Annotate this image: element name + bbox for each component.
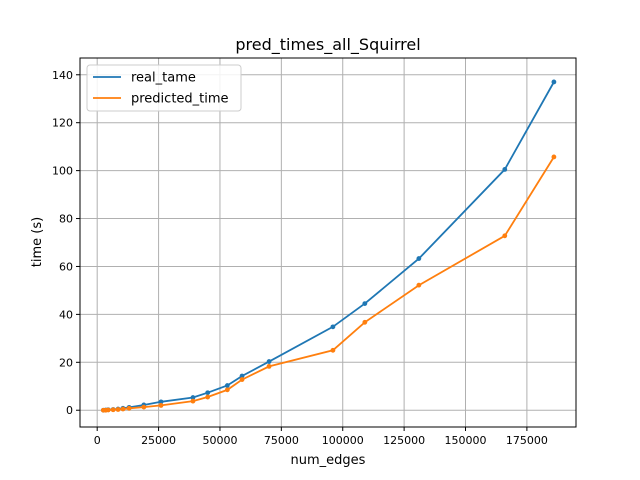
data-point-real_tame <box>190 395 196 400</box>
data-point-predicted_time <box>502 233 508 239</box>
x-axis-label: num_edges <box>291 453 366 468</box>
data-point-real_tame <box>205 390 211 396</box>
data-point-real_tame <box>330 324 336 330</box>
y-tick-label: 20 <box>59 356 73 369</box>
series-line-predicted_time <box>103 156 555 412</box>
data-point-predicted_time <box>330 347 336 353</box>
data-point-predicted_time <box>105 407 111 413</box>
chart-title: pred_times_all_Squirrel <box>235 35 420 55</box>
x-tick-label: 75000 <box>264 434 299 447</box>
x-tick-label: 25000 <box>141 434 176 447</box>
legend: real_tame predicted_time <box>86 64 242 112</box>
data-point-predicted_time <box>115 407 121 412</box>
legend-label-predicted_time: predicted_time <box>131 92 229 107</box>
data-point-real_tame <box>362 301 368 307</box>
x-tick-label: 0 <box>94 434 101 447</box>
x-tick-label: 100000 <box>322 434 364 447</box>
data-point-predicted_time <box>224 387 230 393</box>
legend-box <box>86 64 242 112</box>
data-point-real_tame <box>158 399 164 405</box>
legend-label-real_tame: real_tame <box>131 71 196 86</box>
data-point-predicted_time <box>362 319 368 325</box>
data-point-real_tame <box>239 373 245 379</box>
y-tick-label: 60 <box>59 260 73 273</box>
x-tick-label: 175000 <box>506 434 548 447</box>
data-point-real_tame <box>224 383 230 388</box>
data-point-predicted_time <box>266 363 272 369</box>
data-point-predicted_time <box>120 406 126 412</box>
x-axis-ticks: 0 25000 50000 75000 100000 125000 150000 175000 <box>94 427 548 447</box>
data-point-predicted_time <box>205 394 211 400</box>
grid-lines <box>80 58 576 427</box>
data-point-predicted_time <box>158 403 164 408</box>
data-point-real_tame <box>502 167 508 172</box>
data-point-predicted_time <box>416 282 422 288</box>
data-point-predicted_time <box>110 407 116 413</box>
y-axis-label: time (s) <box>30 217 45 267</box>
data-point-real_tame <box>266 359 272 364</box>
data-point-predicted_time <box>141 404 147 410</box>
y-tick-label: 80 <box>59 213 73 226</box>
x-tick-label: 125000 <box>383 434 425 447</box>
series-layer <box>100 79 557 413</box>
data-point-predicted_time <box>551 154 557 160</box>
data-point-real_tame <box>416 256 422 261</box>
data-point-real_tame <box>551 79 557 85</box>
y-axis-ticks: 0 20 40 60 80 100 120 140 <box>52 69 80 417</box>
data-point-predicted_time <box>126 405 132 411</box>
y-tick-label: 140 <box>52 69 73 82</box>
y-tick-label: 40 <box>59 308 73 321</box>
plot-frame <box>79 57 577 428</box>
x-tick-label: 50000 <box>202 434 237 447</box>
data-point-predicted_time <box>190 398 196 404</box>
data-point-predicted_time <box>239 377 245 382</box>
y-tick-label: 100 <box>52 165 73 178</box>
y-tick-label: 120 <box>52 117 73 130</box>
x-tick-label: 150000 <box>445 434 487 447</box>
y-tick-label: 0 <box>66 404 73 417</box>
